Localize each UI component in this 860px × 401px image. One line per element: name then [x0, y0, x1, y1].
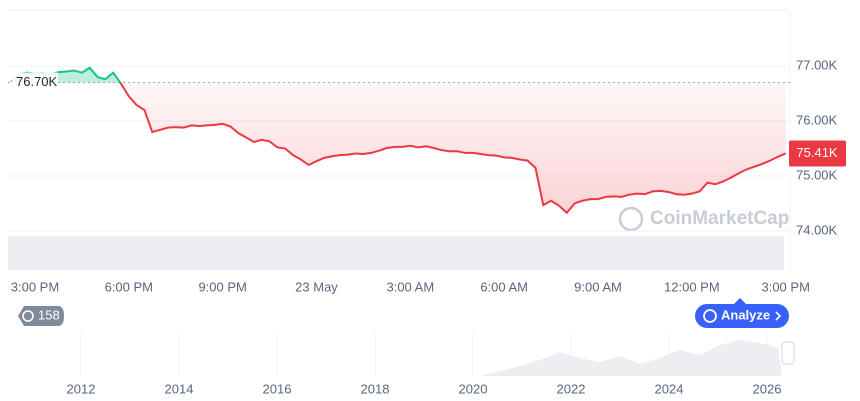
baseline-label-bg: [12, 72, 58, 91]
navigator-tick-label: 2014: [165, 381, 194, 396]
x-tick-label: 6:00 PM: [105, 279, 153, 294]
x-tick-label: 9:00 PM: [198, 279, 246, 294]
watermark: CoinMarketCap: [618, 206, 789, 232]
baseline-label: 76.70K: [16, 74, 58, 89]
navigator-area: [8, 340, 782, 376]
last-price-label: 75.41K: [796, 145, 838, 160]
x-tick-label: 6:00 AM: [480, 279, 528, 294]
y-tick-label: 77.00K: [796, 58, 838, 73]
area-down: [120, 82, 786, 213]
watermark-text: CoinMarketCap: [650, 208, 789, 229]
x-tick-label: 12:00 PM: [664, 279, 720, 294]
x-tick-label: 23 May: [295, 279, 338, 294]
x-tick-label: 3:00 AM: [386, 279, 434, 294]
volume-band: [8, 236, 784, 270]
history-button[interactable]: 158: [18, 306, 64, 326]
navigator-tick-label: 2016: [263, 381, 292, 396]
navigator-tick-label: 2024: [655, 381, 684, 396]
last-price-badge: [789, 140, 846, 167]
navigator-tick-label: 2026: [753, 381, 782, 396]
navigator-tick-label: 2020: [459, 381, 488, 396]
x-tick-label: 3:00 PM: [761, 279, 809, 294]
price-line-down: [118, 82, 787, 215]
analyze-label: Analyze: [721, 307, 770, 322]
y-tick-label: 76.00K: [796, 112, 838, 127]
y-tick-label: 75.00K: [796, 167, 838, 182]
navigator-handle[interactable]: [781, 341, 795, 365]
x-tick-label: 9:00 AM: [574, 279, 622, 294]
history-count: 158: [38, 307, 60, 322]
x-tick-label: 3:00 PM: [11, 279, 59, 294]
navigator-tick-label: 2022: [557, 381, 586, 396]
analyze-button[interactable]: Analyze: [695, 298, 789, 328]
y-tick-label: 74.00K: [796, 222, 838, 237]
navigator-tick-label: 2018: [361, 381, 390, 396]
navigator-tick-label: 2012: [67, 381, 96, 396]
